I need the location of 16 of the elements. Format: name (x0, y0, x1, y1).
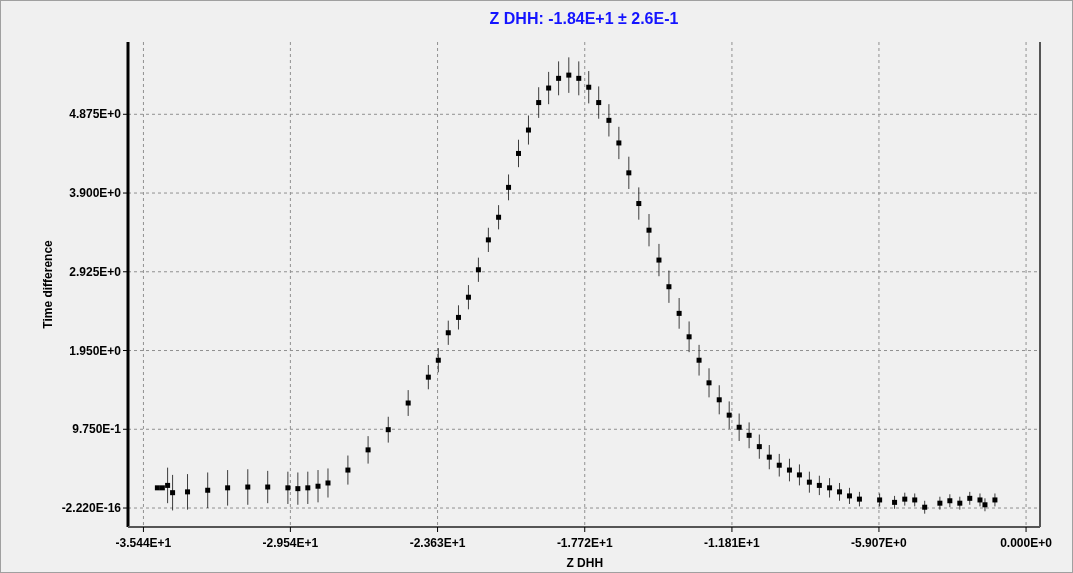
y-tick-label: -2.220E-16 (61, 501, 122, 516)
x-tick-label: -2.954E+1 (262, 536, 319, 550)
x-tick-label: -1.181E+1 (704, 536, 761, 550)
y-tick-label: 1.950E+0 (69, 343, 122, 358)
x-axis-title: Z DHH (566, 556, 604, 570)
y-tick-label: 2.925E+0 (69, 264, 122, 279)
y-tick-label: 4.875E+0 (69, 107, 122, 122)
x-tick-label: 0.000E+0 (1000, 536, 1053, 550)
y-tick-label: 9.750E-1 (72, 422, 122, 437)
x-tick-label: -3.544E+1 (115, 536, 172, 550)
x-tick-label: -5.907E+0 (851, 536, 908, 550)
y-tick-label: 3.900E+0 (69, 186, 122, 201)
x-tick-label: -1.772E+1 (556, 536, 613, 550)
y-axis-title: Time difference (41, 239, 55, 329)
chart-title: Z DHH: -1.84E+1 ± 2.6E-1 (489, 10, 679, 27)
x-tick-label: -2.363E+1 (409, 536, 466, 550)
